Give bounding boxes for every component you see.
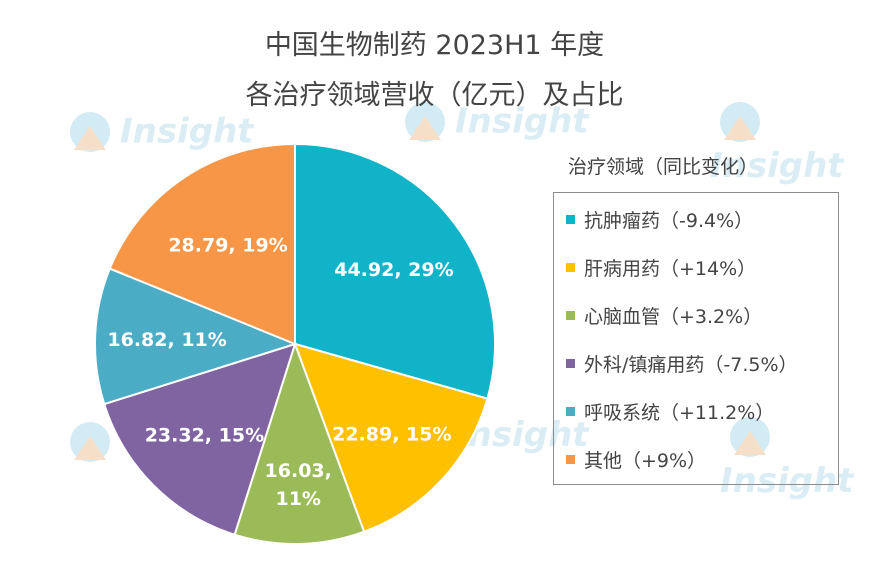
legend-swatch xyxy=(566,214,575,224)
watermark-insight: Insight xyxy=(720,415,879,501)
legend-swatch xyxy=(566,262,575,272)
legend-swatch xyxy=(566,310,575,320)
insight-logo-icon xyxy=(710,100,770,146)
legend-item: 外科/镇痛用药（-7.5%） xyxy=(566,347,798,379)
pie-slice xyxy=(294,142,496,400)
legend-label: 其他（+9%） xyxy=(584,449,707,472)
legend-swatch xyxy=(566,454,575,464)
legend-item: 抗肿瘤药（-9.4%） xyxy=(566,203,753,235)
watermark-insight xyxy=(60,420,120,466)
legend-swatch xyxy=(566,358,575,368)
legend-item: 其他（+9%） xyxy=(566,443,706,475)
legend-label: 呼吸系统（+11.2%） xyxy=(584,401,775,424)
slice-data-label: 28.79, 19% xyxy=(168,234,287,256)
legend-label: 心脑血管（+3.2%） xyxy=(584,305,763,328)
legend-item: 呼吸系统（+11.2%） xyxy=(566,395,774,427)
slice-data-label: 44.92, 29% xyxy=(334,259,453,281)
legend-label: 抗肿瘤药（-9.4%） xyxy=(584,209,754,232)
pie-slice xyxy=(108,142,296,346)
watermark-insight: Insight xyxy=(395,100,589,146)
legend-title: 治疗领域（同比变化） xyxy=(568,156,759,178)
chart-title: 中国生物制药 2023H1 年度 xyxy=(264,30,605,61)
pie-slice xyxy=(233,340,366,545)
legend-label: 外科/镇痛用药（-7.5%） xyxy=(584,353,798,376)
legend-item: 肝病用药（+14%） xyxy=(566,251,756,283)
legend-swatch xyxy=(566,406,575,416)
insight-logo-icon xyxy=(395,100,455,146)
legend: 抗肿瘤药（-9.4%） 肝病用药（+14%） 心脑血管（+3.2%） 外科/镇痛用药（… xyxy=(553,192,839,485)
insight-logo-icon xyxy=(60,420,120,466)
chart-subtitle: 各治疗领域营收（亿元）及占比 xyxy=(245,80,624,111)
slice-data-label: 16.03, 11% xyxy=(265,460,332,510)
pie-slice xyxy=(94,267,298,406)
pie-slice xyxy=(102,342,297,536)
legend-item: 心脑血管（+3.2%） xyxy=(566,299,762,331)
slice-data-label: 22.89, 15% xyxy=(332,424,451,446)
slice-data-label: 16.82, 11% xyxy=(107,329,226,351)
slice-data-label: 23.32, 15% xyxy=(145,424,264,446)
pie-slice xyxy=(293,342,489,533)
watermark-insight: Insight xyxy=(710,100,879,186)
insight-logo-icon xyxy=(720,415,780,461)
watermark-insight: Insight xyxy=(60,110,254,156)
insight-logo-icon xyxy=(60,110,120,156)
legend-label: 肝病用药（+14%） xyxy=(584,257,757,280)
